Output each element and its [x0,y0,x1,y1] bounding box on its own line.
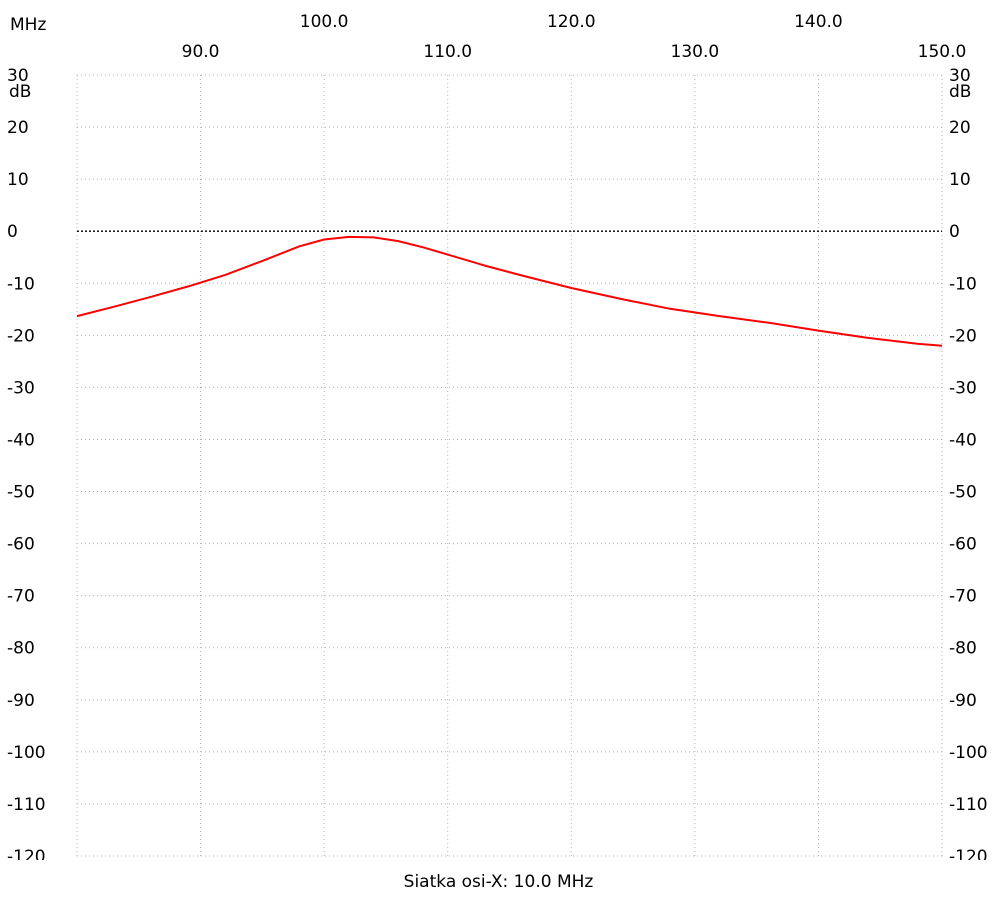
grid [76,74,943,857]
x-tick-label-upper: 120.0 [547,12,596,32]
x-tick-label-lower: 130.0 [671,42,720,62]
y-tick-label-left: -70 [7,587,35,607]
y-tick-label-right: -120 [949,847,988,860]
y-tick-label-left: 20 [7,118,29,138]
y-unit-label-right: dB [949,82,971,102]
y-tick-label-left: -60 [7,535,35,555]
y-tick-label-right: -80 [949,639,977,659]
y-tick-label-left: -120 [7,847,46,860]
y-tick-label-right: 0 [949,222,960,242]
y-tick-label-right: 10 [949,170,971,190]
y-tick-label-left: 30 [7,66,29,86]
y-tick-label-right: 30 [949,66,971,86]
y-tick-label-left: -50 [7,483,35,503]
x-tick-label-upper: 100.0 [300,12,349,32]
y-tick-label-right: -110 [949,795,988,815]
y-tick-label-left: 0 [7,222,18,242]
y-tick-label-left: -100 [7,743,46,763]
series-line [76,235,943,347]
y-tick-label-left: -90 [7,691,35,711]
x-grid-note: Siatka osi-X: 10.0 MHz [403,872,594,892]
y-tick-label-right: -90 [949,691,977,711]
x-tick-label-lower: 150.0 [918,42,967,62]
y-tick-label-right: -20 [949,326,977,346]
y-tick-label-left: -20 [7,326,35,346]
y-unit-label-left: dB [9,82,31,102]
y-tick-label-right: 20 [949,118,971,138]
y-tick-label-right: -10 [949,274,977,294]
x-tick-label-lower: 110.0 [423,42,472,62]
y-tick-label-right: -100 [949,743,988,763]
y-tick-label-right: -50 [949,483,977,503]
chart: MHz dB dB 100.0 120.0 140.0 90.0 110.0 130.0 150.… [7,12,988,860]
y-tick-label-left: -110 [7,795,46,815]
y-tick-label-left: -40 [7,430,35,450]
series-group [76,235,943,347]
x-tick-label-upper: 140.0 [794,12,843,32]
x-tick-label-lower: 90.0 [182,42,220,62]
y-tick-label-left: -30 [7,378,35,398]
y-tick-label-left: -10 [7,274,35,294]
x-unit-label: MHz [10,15,46,35]
y-tick-label-right: -30 [949,378,977,398]
y-tick-label-left: -80 [7,639,35,659]
y-tick-label-right: -70 [949,587,977,607]
y-tick-label-left: 10 [7,170,29,190]
y-tick-label-right: -40 [949,430,977,450]
y-tick-label-right: -60 [949,535,977,555]
axis-labels: MHz dB dB 100.0 120.0 140.0 90.0 110.0 130.0 150.… [7,12,988,860]
